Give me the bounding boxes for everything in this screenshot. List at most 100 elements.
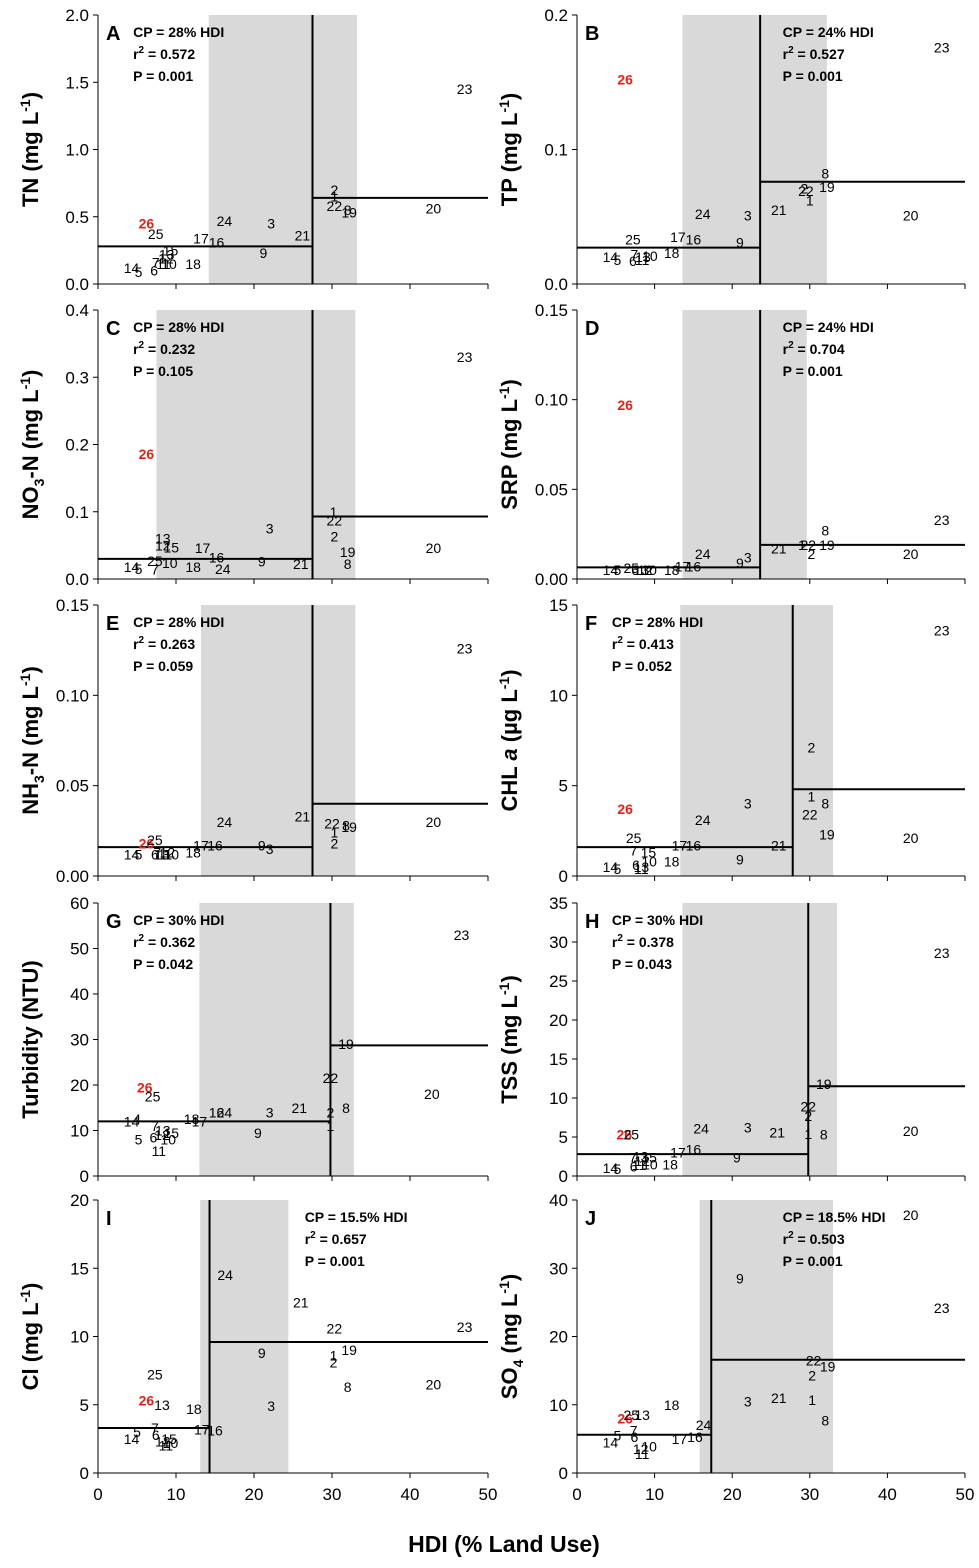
x-tick-label: 20 [723, 1485, 742, 1504]
stats-line-1: CP = 28% HDI [133, 319, 224, 335]
data-point-7: 7 [151, 562, 159, 578]
data-point-3: 3 [267, 1398, 275, 1414]
data-point-25: 25 [145, 1088, 161, 1104]
x-tick-label: 40 [401, 1485, 420, 1504]
data-point-20: 20 [426, 814, 442, 830]
data-point-14: 14 [603, 859, 619, 875]
data-point-25: 25 [625, 232, 641, 248]
data-point-8: 8 [821, 166, 829, 182]
data-point-7: 7 [151, 1420, 159, 1436]
y-tick-label: 0.0 [65, 275, 89, 294]
x-tick-label: 40 [878, 1485, 897, 1504]
data-point-20: 20 [903, 1207, 919, 1223]
data-point-5: 5 [613, 1161, 621, 1177]
data-point-20: 20 [426, 540, 442, 556]
data-point-20: 20 [426, 1376, 442, 1392]
y-tick-label: 0.10 [56, 686, 89, 705]
data-point-9: 9 [258, 837, 266, 853]
y-tick-label: 30 [549, 933, 568, 952]
data-point-21: 21 [295, 808, 311, 824]
panel-label: B [585, 23, 599, 45]
data-point-10: 10 [641, 854, 657, 870]
data-point-16: 16 [207, 1423, 223, 1439]
y-tick-label: 0.05 [535, 480, 568, 499]
y-tick-label: 5 [559, 777, 568, 796]
data-point-3: 3 [744, 549, 752, 565]
y-tick-label: 15 [70, 1259, 89, 1278]
data-point-22: 22 [802, 807, 818, 823]
data-point-6: 6 [631, 1429, 639, 1445]
data-point-13: 13 [154, 1397, 170, 1413]
data-point-13: 13 [634, 562, 650, 578]
y-axis-title: CHL a (µg L-1) [496, 669, 522, 811]
data-point-20: 20 [903, 1123, 919, 1139]
y-tick-label: 1.5 [65, 73, 89, 92]
panel-g: 0 10 20 30 40 50 60 G CP = 30% HDI r2 = 0.362 P = … [18, 894, 489, 1186]
stats-line-3: P = 0.001 [783, 363, 843, 379]
data-point-8: 8 [342, 817, 350, 833]
data-point-18: 18 [664, 562, 680, 578]
data-point-6: 6 [631, 562, 639, 578]
data-point-26: 26 [617, 1127, 633, 1143]
data-point-18: 18 [664, 854, 680, 870]
y-tick-label: 10 [549, 686, 568, 705]
data-point-3: 3 [744, 1120, 752, 1136]
data-point-18: 18 [185, 845, 201, 861]
y-tick-label: 0.0 [65, 570, 89, 589]
panel-label: F [585, 613, 597, 635]
data-point-5: 5 [135, 1132, 143, 1148]
confidence-band [682, 15, 827, 284]
y-tick-label: 10 [70, 1328, 89, 1347]
x-tick-label: 30 [800, 1485, 819, 1504]
confidence-band [682, 903, 837, 1176]
data-point-22: 22 [806, 1352, 822, 1368]
y-axis-title: NO3-N (mg L-1) [17, 370, 47, 520]
y-tick-label: 15 [549, 1050, 568, 1069]
x-tick-label: 20 [245, 1485, 264, 1504]
y-tick-label: 5 [559, 1128, 568, 1147]
y-tick-label: 0.00 [535, 570, 568, 589]
data-point-5: 5 [613, 252, 621, 268]
data-point-21: 21 [771, 1390, 787, 1406]
data-point-8: 8 [821, 1412, 829, 1428]
data-point-22: 22 [324, 816, 340, 832]
data-point-24: 24 [695, 206, 711, 222]
data-point-24: 24 [695, 812, 711, 828]
data-point-9: 9 [736, 234, 744, 250]
data-point-24: 24 [217, 1104, 233, 1120]
y-tick-label: 40 [70, 985, 89, 1004]
data-point-10: 10 [162, 555, 178, 571]
data-point-10: 10 [160, 1132, 176, 1148]
y-axis-title: SO4 (mg L-1) [496, 1274, 526, 1399]
data-point-23: 23 [934, 622, 950, 638]
x-tick-label: 10 [167, 1485, 186, 1504]
data-point-16: 16 [686, 558, 702, 574]
data-point-12: 12 [154, 1127, 170, 1143]
data-point-25: 25 [147, 832, 163, 848]
data-point-1: 1 [327, 1118, 335, 1134]
x-tick-label: 50 [479, 1485, 498, 1504]
data-point-8: 8 [342, 1100, 350, 1116]
y-tick-label: 30 [70, 1031, 89, 1050]
x-tick-label: 0 [93, 1485, 102, 1504]
y-axis-title: TP (mg L-1) [496, 93, 522, 207]
data-point-15: 15 [641, 845, 657, 861]
stats-line-2: r2 = 0.232 [133, 340, 195, 357]
data-point-3: 3 [266, 521, 274, 537]
data-point-13: 13 [159, 246, 175, 262]
data-point-17: 17 [193, 230, 209, 246]
y-tick-label: 0.10 [535, 391, 568, 410]
confidence-band [156, 310, 356, 579]
y-axis-title: NH3-N (mg L-1) [17, 666, 47, 815]
y-tick-label: 0.4 [65, 301, 89, 320]
stats-line-3: P = 0.043 [612, 956, 672, 972]
data-point-18: 18 [185, 256, 201, 272]
y-tick-label: 0.0 [544, 275, 568, 294]
data-point-25: 25 [148, 226, 164, 242]
data-point-19: 19 [819, 826, 835, 842]
data-point-25: 25 [147, 1367, 163, 1383]
data-point-22: 22 [323, 1070, 339, 1086]
data-point-17: 17 [192, 1113, 208, 1129]
data-point-18: 18 [662, 1156, 678, 1172]
data-point-2: 2 [807, 546, 815, 562]
